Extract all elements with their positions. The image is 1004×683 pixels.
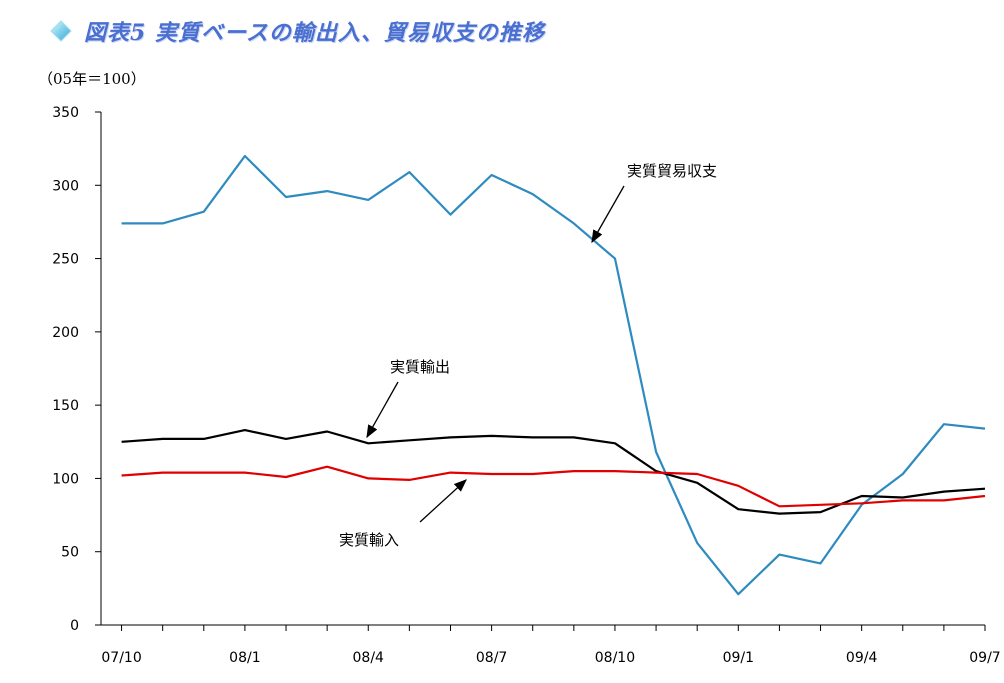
unit-label: （05年＝100） <box>38 70 146 88</box>
x-tick-label: 07/10 <box>101 650 141 666</box>
y-tick-label: 300 <box>52 178 79 194</box>
x-tick-label: 09/7 <box>969 650 1000 666</box>
y-tick-label: 0 <box>70 618 79 634</box>
annotation-label-trade_balance: 実質貿易収支 <box>627 162 717 180</box>
annotation-label-exports: 実質輸出 <box>390 358 450 376</box>
chart-title-area: 図表5 実質ベースの輸出入、貿易収支の推移 <box>50 14 545 48</box>
diamond-icon <box>50 20 72 42</box>
series-line-imports <box>121 465 986 508</box>
x-tick-label: 08/4 <box>353 650 385 666</box>
y-tick-label: 350 <box>52 105 79 121</box>
x-tick-label: 09/1 <box>723 650 754 666</box>
annotation-arrow-exports <box>366 381 399 439</box>
y-tick-label: 50 <box>61 545 79 561</box>
x-tick-label: 09/4 <box>846 650 878 666</box>
annotation-arrow-trade_balance <box>591 185 625 244</box>
annotation-arrow-imports <box>419 479 467 523</box>
x-tick-label: 08/7 <box>476 650 507 666</box>
y-tick-label: 150 <box>52 398 79 414</box>
series-line-trade_balance <box>121 154 986 596</box>
x-tick-label: 08/10 <box>595 650 635 666</box>
x-tick-label: 08/1 <box>229 650 260 666</box>
annotation-label-imports: 実質輸入 <box>339 531 399 549</box>
y-tick-label: 100 <box>52 471 79 487</box>
y-tick-label: 200 <box>52 325 79 341</box>
y-tick-label: 250 <box>52 252 79 268</box>
chart-title: 図表5 実質ベースの輸出入、貿易収支の推移 <box>84 20 545 46</box>
